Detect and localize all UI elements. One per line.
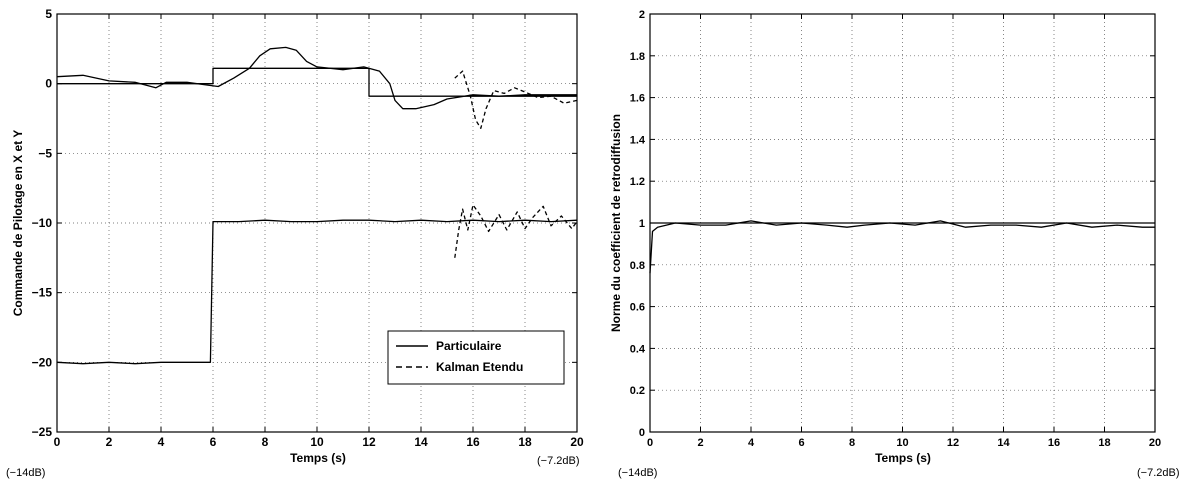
y-tick-label: −20 [32, 355, 53, 369]
x-tick-label: 6 [210, 435, 217, 449]
x-tick-label: 18 [518, 435, 532, 449]
series-layer [649, 220, 1155, 274]
y-tick-label: 1.2 [630, 176, 645, 188]
series-solid-line-2 [56, 219, 578, 365]
y-tick-label: 0.4 [630, 343, 646, 355]
x-tick-label: 14 [997, 437, 1010, 449]
x-tick-label: 6 [798, 437, 804, 449]
x-tick-label: 20 [1149, 437, 1161, 449]
ticks: 0 2 4 6 8 10 12 14 16 18 20 0 0.2 0.4 0.6 0.8 1 1.2 1.4 1.6… [630, 9, 1161, 449]
y-tick-label: 0 [639, 427, 645, 439]
y-tick-label: 0.2 [630, 385, 645, 397]
y-tick-label: 0 [45, 77, 52, 91]
x-tick-label: 18 [1098, 437, 1110, 449]
x-tick-label: 20 [570, 435, 584, 449]
y-tick-label: 0.6 [630, 302, 645, 314]
x-tick-label: 12 [947, 437, 959, 449]
corner-label-left: (−14dB) [6, 467, 45, 479]
corner-label-left: (−14dB) [618, 467, 657, 479]
x-tick-label: 2 [697, 437, 703, 449]
y-axis-label: Norme du coefficient de retrodiffusion [609, 114, 623, 332]
series-solid-line-1 [649, 220, 1155, 274]
x-tick-label: 14 [414, 435, 428, 449]
y-tick-label: 5 [45, 7, 52, 21]
y-tick-label: −15 [32, 286, 53, 300]
y-tick-label: −25 [32, 425, 53, 439]
corner-label-right: (−7.2dB) [1137, 467, 1180, 479]
x-tick-label: 2 [106, 435, 113, 449]
x-tick-label: 8 [262, 435, 269, 449]
x-tick-label: 16 [1048, 437, 1060, 449]
y-tick-label: 1 [639, 218, 645, 230]
y-tick-label: −10 [32, 216, 53, 230]
x-tick-label: 0 [647, 437, 653, 449]
x-tick-label: 10 [896, 437, 908, 449]
series-solid-line-0 [57, 67, 577, 97]
y-axis-label: Commande de Pilotage en X et Y [11, 130, 25, 317]
y-tick-label: −5 [38, 146, 52, 160]
series-dashed-line-0 [454, 70, 578, 129]
y-tick-label: 2 [639, 9, 645, 21]
x-tick-label: 0 [54, 435, 61, 449]
x-tick-label: 10 [310, 435, 324, 449]
series-solid-line-1 [56, 46, 577, 110]
chart-pilotage: 0 2 4 6 8 10 12 14 16 18 20 −25 −20 −15 −10 −5 0 5 Temps … [6, 7, 584, 479]
ticks: 0 2 4 6 8 10 12 14 16 18 20 −25 −20 −15 −10 −5 0 5 [32, 7, 584, 449]
x-tick-label: 8 [849, 437, 855, 449]
series-layer [56, 46, 578, 365]
x-tick-label: 16 [466, 435, 480, 449]
x-tick-label: 4 [748, 437, 755, 449]
y-tick-label: 1.4 [630, 134, 646, 146]
y-tick-label: 1.6 [630, 93, 645, 105]
x-axis-label: Temps (s) [290, 451, 346, 465]
x-axis-label: Temps (s) [875, 451, 931, 465]
chart-retrodiffusion: 0 2 4 6 8 10 12 14 16 18 20 0 0.2 0.4 0.6 0.8 1 1.2 1.4 1.6… [609, 9, 1180, 479]
legend-box [387, 330, 565, 385]
series-dashed-line-1 [454, 204, 578, 258]
y-tick-label: 1.8 [630, 51, 645, 63]
legend-label-particulaire: Particulaire [436, 339, 502, 353]
x-tick-label: 4 [158, 435, 165, 449]
legend-label-kalman: Kalman Etendu [436, 360, 523, 374]
y-tick-label: 0.8 [630, 260, 645, 272]
legend: Particulaire Kalman Etendu [387, 330, 565, 385]
corner-label-right: (−7.2dB) [537, 455, 580, 467]
x-tick-label: 12 [362, 435, 376, 449]
